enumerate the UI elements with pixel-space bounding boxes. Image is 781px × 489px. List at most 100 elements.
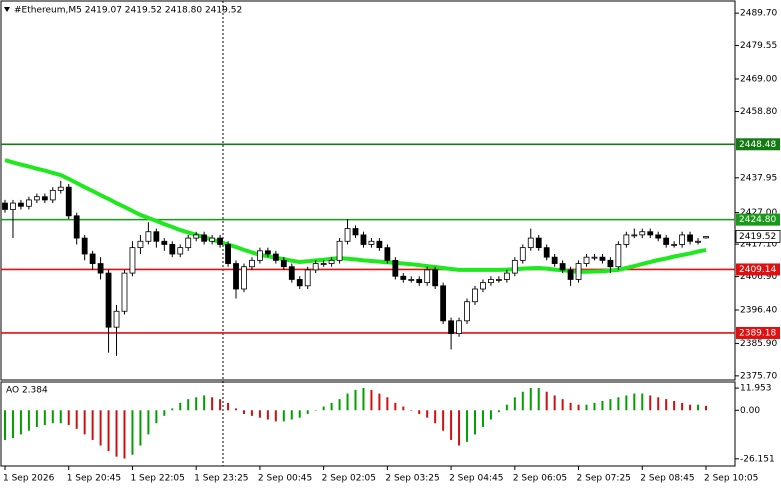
ao-bar xyxy=(83,410,86,435)
candle-body xyxy=(304,269,311,287)
ao-bar xyxy=(601,400,604,411)
ao-bar xyxy=(258,410,261,418)
ao-bar xyxy=(553,395,556,411)
ao-bar xyxy=(521,391,524,411)
x-tick-label: 1 Sep 22:05 xyxy=(130,474,184,484)
y-tick-label: 2489.70 xyxy=(740,9,777,19)
y-tick-label: 2396.40 xyxy=(740,306,777,316)
ao-bar xyxy=(681,402,684,411)
ao-bar xyxy=(418,410,421,414)
x-tick-label: 2 Sep 03:25 xyxy=(385,474,439,484)
ao-bar xyxy=(235,408,238,411)
candle-body xyxy=(320,263,327,265)
candle-body xyxy=(257,250,263,261)
moving-average xyxy=(4,158,707,274)
ao-bar xyxy=(67,410,70,426)
ao-bar xyxy=(115,410,118,457)
candle-body xyxy=(49,189,56,201)
level-label: 2389.18 xyxy=(739,328,776,338)
x-tick-label: 1 Sep 23:25 xyxy=(194,474,248,484)
candle-body xyxy=(631,234,638,237)
candle-body xyxy=(2,202,8,210)
ao-bar xyxy=(131,410,134,455)
level-label: 2409.14 xyxy=(739,265,776,275)
ao-bar xyxy=(227,402,230,411)
candle-body xyxy=(288,266,295,280)
candle-body xyxy=(328,259,335,264)
ao-bar xyxy=(529,388,532,411)
ao-bar xyxy=(171,408,174,411)
ao-bar xyxy=(673,400,676,411)
candle-body xyxy=(464,301,470,322)
candle-body xyxy=(392,259,399,277)
candle-body xyxy=(663,237,670,245)
candle-body xyxy=(679,234,686,245)
ao-panel xyxy=(0,381,736,467)
candle-body xyxy=(81,237,88,255)
ao-bar xyxy=(593,402,596,411)
ao-bar xyxy=(641,393,644,411)
x-tick-label: 2 Sep 02:05 xyxy=(322,474,376,484)
ao-bar xyxy=(577,404,580,411)
ao-bar xyxy=(689,404,692,411)
candle-body xyxy=(408,279,415,281)
chart-title: #Ethereum,M5 2419.07 2419.52 2418.80 241… xyxy=(14,6,242,16)
ao-bar xyxy=(219,399,222,411)
x-tick-label: 2 Sep 04:45 xyxy=(449,474,503,484)
x-tick-label: 2 Sep 08:45 xyxy=(640,474,694,484)
candle-body xyxy=(511,259,518,274)
candle-body xyxy=(527,237,534,249)
candle-body xyxy=(89,253,96,264)
candle-body xyxy=(456,320,462,334)
candle-body xyxy=(169,244,176,255)
candle-body xyxy=(583,256,590,264)
ao-bar xyxy=(697,404,700,411)
candle-body xyxy=(33,196,40,201)
ao-bar xyxy=(274,410,277,422)
candle-body xyxy=(296,279,303,287)
ao-bar xyxy=(569,402,572,411)
ao-bar xyxy=(203,395,206,411)
candle-body xyxy=(623,234,630,245)
candle-body xyxy=(503,272,510,280)
y-tick-label: 2385.90 xyxy=(740,339,777,349)
candle-body xyxy=(25,199,32,207)
candle-body xyxy=(65,186,72,217)
ao-bar xyxy=(458,410,461,446)
candle-body xyxy=(599,256,606,261)
ao-bar xyxy=(123,410,126,459)
ao-bar xyxy=(426,410,429,418)
candle-body xyxy=(185,237,192,249)
ao-bar xyxy=(402,406,405,411)
candle-body xyxy=(57,186,64,191)
ao-bar xyxy=(545,391,548,411)
ao-bar xyxy=(481,410,484,427)
level-label-bg xyxy=(736,213,780,226)
ao-bar xyxy=(266,410,269,420)
y-tick-label: 2375.70 xyxy=(740,371,777,381)
ao-bar xyxy=(497,410,500,413)
ao-title: AO 2.384 xyxy=(6,386,48,396)
ao-bar xyxy=(649,395,652,411)
y-tick-label: 2417.10 xyxy=(740,240,777,250)
ao-bar xyxy=(75,410,78,429)
candle-body xyxy=(97,263,104,274)
ao-bar xyxy=(51,410,54,424)
level-label-bg xyxy=(736,138,780,151)
candle-body xyxy=(121,272,128,312)
candle-body xyxy=(488,279,494,284)
ao-bar xyxy=(442,410,445,431)
ao-bar xyxy=(59,410,62,424)
candle-body xyxy=(591,256,598,259)
ao-bar xyxy=(147,410,150,435)
last-price-label: 2419.52 xyxy=(739,232,776,242)
ao-bar xyxy=(250,410,253,416)
y-tick-label: 2458.80 xyxy=(740,107,777,117)
candle-body xyxy=(264,250,271,255)
y-tick-label: -26.151 xyxy=(740,454,775,464)
candle-body xyxy=(241,266,247,290)
menu-icon xyxy=(4,7,10,12)
ao-bar xyxy=(378,393,381,411)
ao-bar xyxy=(617,397,620,411)
